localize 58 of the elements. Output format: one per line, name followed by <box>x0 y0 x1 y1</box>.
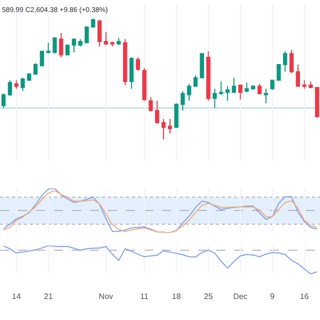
candlestick <box>27 72 32 81</box>
candlestick <box>1 93 6 109</box>
candlestick <box>174 102 178 128</box>
candlestick <box>97 19 102 47</box>
candlestick <box>110 41 114 47</box>
x-tick-label: Nov <box>98 292 114 301</box>
candlestick <box>40 50 44 66</box>
candlestick <box>244 82 249 93</box>
candlestick <box>72 38 76 53</box>
x-tick-label: 21 <box>44 292 54 301</box>
x-tick-label: 18 <box>172 292 182 301</box>
x-tick-label: 16 <box>300 292 310 301</box>
candlestick <box>46 42 50 54</box>
candlestick <box>116 37 121 46</box>
candlestick <box>193 74 198 87</box>
candlestick <box>315 86 320 118</box>
x-tick-label: 25 <box>204 292 214 301</box>
candlestick <box>65 44 70 56</box>
candlestick <box>14 80 18 90</box>
candlestick <box>84 26 89 44</box>
candlestick <box>180 90 185 111</box>
x-tick-label: Dec <box>233 292 248 301</box>
candlestick <box>200 53 204 78</box>
x-tick-label: 14 <box>12 292 22 301</box>
candlestick <box>142 68 146 102</box>
candlestick <box>219 80 224 96</box>
candlestick <box>225 86 230 102</box>
candlestick <box>129 56 134 90</box>
candlestick <box>264 88 268 104</box>
candlestick <box>232 77 236 93</box>
candlestick <box>302 80 306 90</box>
candlestick <box>168 118 172 134</box>
candlestick <box>8 80 12 96</box>
candlestick <box>289 49 294 74</box>
candlestick <box>33 62 38 75</box>
x-tick-label: 11 <box>140 292 150 301</box>
candlestick <box>296 64 300 87</box>
candlestick <box>155 100 160 124</box>
candlestick <box>212 88 217 109</box>
candlestick <box>238 84 242 100</box>
candlestick <box>136 56 140 72</box>
candlestick <box>308 80 313 88</box>
candlestick <box>52 37 57 54</box>
candlestick <box>161 118 166 140</box>
candlestick <box>206 50 210 102</box>
candlestick <box>104 31 108 46</box>
candlestick <box>283 50 288 72</box>
candlestick <box>59 32 64 58</box>
candlestick <box>257 83 262 96</box>
candlestick <box>78 38 82 47</box>
candlestick <box>276 64 281 81</box>
candlestick <box>148 96 153 112</box>
candlestick <box>187 83 192 102</box>
candlestick <box>123 38 128 86</box>
candlestick <box>91 18 96 28</box>
x-tick-label: 9 <box>270 292 276 301</box>
candlestick <box>20 77 25 92</box>
candlestick <box>270 80 274 90</box>
